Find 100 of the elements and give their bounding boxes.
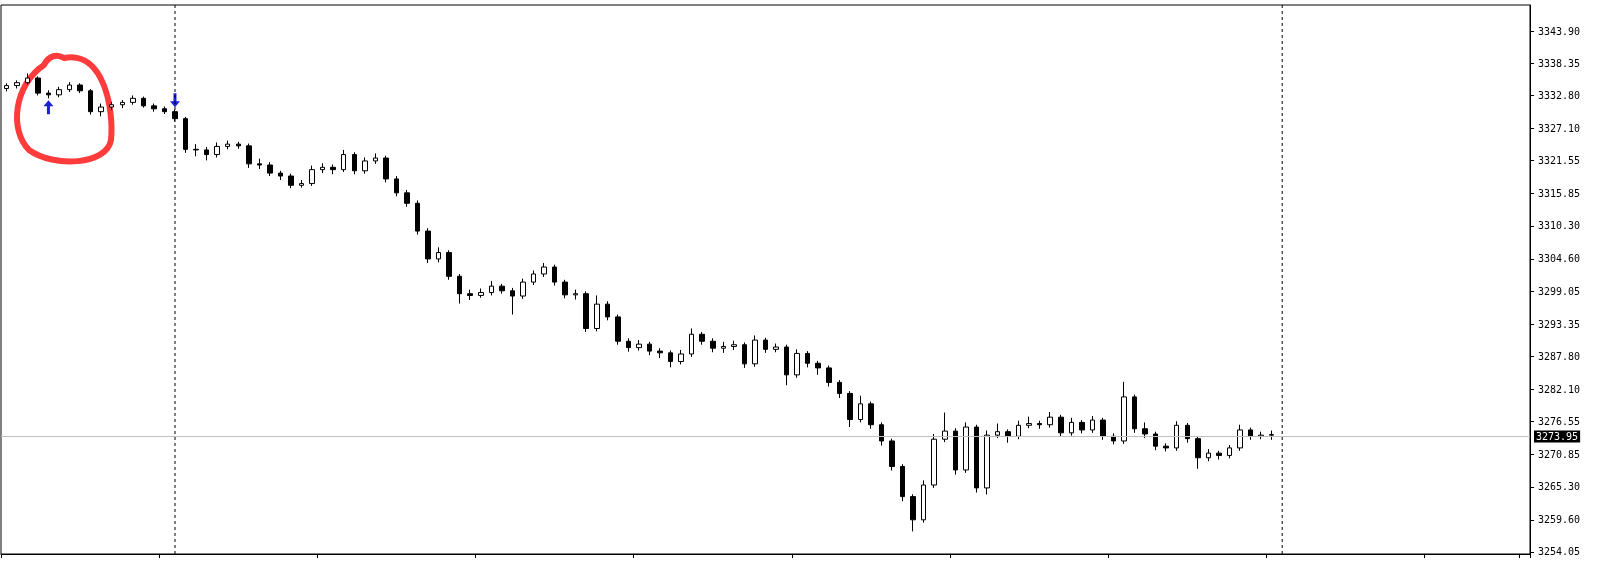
candlestick [120, 99, 125, 109]
candlestick [858, 395, 863, 423]
candlestick [1269, 430, 1274, 441]
candlestick [214, 141, 220, 158]
candlestick [330, 163, 336, 175]
y-tick-label: 3265.30 [1538, 481, 1581, 493]
candlestick [541, 262, 547, 278]
candlestick [141, 96, 146, 109]
candlestick [1005, 428, 1011, 444]
candlestick [415, 199, 420, 236]
y-tick-label: 3270.85 [1538, 449, 1581, 461]
candlestick [183, 116, 188, 154]
candlestick [1163, 442, 1169, 452]
candlestick [1058, 414, 1064, 438]
candlestick [383, 155, 389, 183]
candlestick [299, 179, 304, 189]
candlestick [257, 158, 262, 170]
candlestick [373, 152, 378, 165]
candlestick [77, 82, 83, 94]
candlestick [1090, 415, 1095, 434]
candlestick [879, 421, 884, 447]
candlestick [151, 103, 157, 113]
candlestick [352, 151, 357, 175]
y-tick-label: 3310.30 [1538, 220, 1581, 232]
candlestick [805, 350, 810, 368]
candlestick [731, 340, 737, 351]
candlestick [668, 350, 673, 368]
candlestick [130, 94, 136, 106]
candlestick [1132, 394, 1137, 434]
candlestick [847, 390, 853, 428]
candlestick [763, 337, 768, 354]
y-tick-label: 3338.35 [1538, 57, 1581, 69]
candlestick [489, 280, 494, 296]
candlestick [499, 283, 505, 295]
candlestick [1227, 444, 1232, 459]
candlestick [288, 173, 294, 189]
candlestick [1026, 416, 1032, 429]
candlestick [1121, 381, 1127, 445]
y-tick-label: 3259.60 [1538, 514, 1581, 526]
candlestick [1216, 450, 1222, 460]
y-tick-label: 3293.35 [1538, 318, 1581, 330]
y-tick-label: 3287.80 [1538, 350, 1581, 362]
candlestick [25, 72, 30, 85]
candlestick [626, 337, 631, 353]
candlestick [341, 149, 346, 173]
candlestick [889, 438, 895, 472]
candlestick [478, 287, 484, 299]
candlestick [1142, 421, 1148, 439]
candlestick [98, 103, 104, 117]
candlestick [689, 327, 694, 358]
candlestick [636, 339, 642, 352]
candlestick [921, 479, 926, 524]
candlestick [193, 143, 199, 157]
candlestick [1069, 417, 1074, 437]
candlestick [773, 343, 779, 353]
y-tick-label: 3315.85 [1538, 188, 1581, 200]
candlestick [742, 341, 747, 369]
candlestick [246, 143, 252, 169]
candlestick [236, 141, 241, 150]
candlestick [1206, 448, 1211, 462]
candlestick [900, 463, 905, 502]
candlestick [225, 140, 230, 150]
candlestick [815, 360, 821, 376]
candlestick [267, 161, 273, 177]
candlestick [678, 349, 684, 365]
candlestick [984, 430, 990, 495]
candlestick [1185, 422, 1190, 444]
candlestick [826, 365, 832, 387]
candlestick [752, 334, 758, 368]
candlestick [868, 401, 874, 430]
candlestick [109, 101, 114, 111]
candlestick [583, 290, 589, 333]
candlestick [467, 289, 473, 301]
y-tick-label: 3254.05 [1538, 546, 1581, 558]
y-tick-label: 3282.10 [1538, 383, 1581, 395]
candlestick [320, 162, 325, 174]
candlestick [362, 156, 368, 175]
candlestick [1100, 417, 1106, 441]
y-tick-label: 3343.90 [1538, 25, 1581, 37]
candlestick [394, 175, 399, 197]
candlestick [278, 170, 283, 181]
candlestick [446, 249, 452, 281]
candlestick [436, 246, 441, 263]
candlestick [46, 89, 51, 99]
candlestick [784, 344, 789, 386]
candlestick [963, 421, 969, 474]
candlestick [1237, 424, 1243, 452]
candlestick [657, 347, 663, 359]
candlestick [14, 79, 20, 89]
candlestick [953, 427, 958, 476]
candlestick [404, 189, 410, 208]
candlestick [35, 75, 41, 96]
candlestick [562, 279, 568, 299]
candlestick [1174, 420, 1179, 452]
candlestick [721, 341, 726, 354]
candlestick [1037, 420, 1042, 430]
candlestick [204, 146, 209, 161]
candlestick [162, 105, 167, 115]
candlestick [931, 433, 937, 489]
candlestick [67, 81, 72, 93]
